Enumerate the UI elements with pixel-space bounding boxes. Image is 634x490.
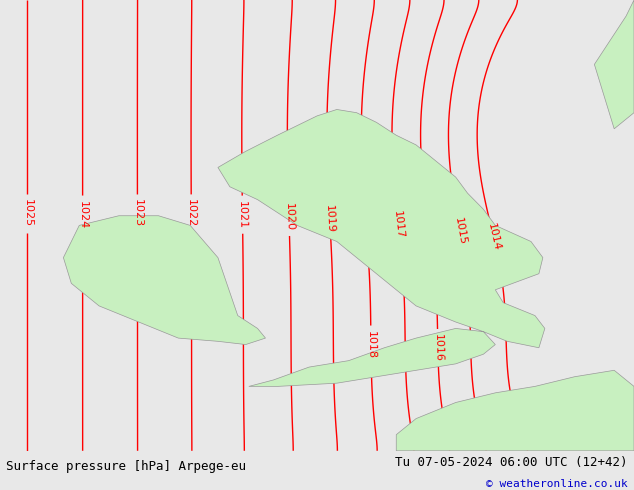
Text: © weatheronline.co.uk: © weatheronline.co.uk: [486, 479, 628, 489]
Polygon shape: [595, 0, 634, 129]
Text: 1023: 1023: [133, 199, 143, 227]
Text: 1021: 1021: [237, 200, 248, 229]
Polygon shape: [63, 216, 266, 344]
Polygon shape: [396, 370, 634, 451]
Text: 1017: 1017: [392, 210, 404, 239]
Text: 1025: 1025: [22, 199, 32, 227]
Text: 1024: 1024: [77, 200, 87, 229]
Text: Tu 07-05-2024 06:00 UTC (12+42): Tu 07-05-2024 06:00 UTC (12+42): [395, 456, 628, 469]
Text: Surface pressure [hPa] Arpege-eu: Surface pressure [hPa] Arpege-eu: [6, 460, 247, 473]
Text: 1020: 1020: [283, 203, 294, 231]
Polygon shape: [218, 109, 545, 387]
Text: 1018: 1018: [366, 330, 376, 359]
Text: 1022: 1022: [186, 199, 197, 228]
Text: 1016: 1016: [432, 334, 443, 362]
Text: 1015: 1015: [453, 217, 467, 246]
Text: 1019: 1019: [324, 205, 335, 234]
Text: 1014: 1014: [486, 222, 501, 252]
